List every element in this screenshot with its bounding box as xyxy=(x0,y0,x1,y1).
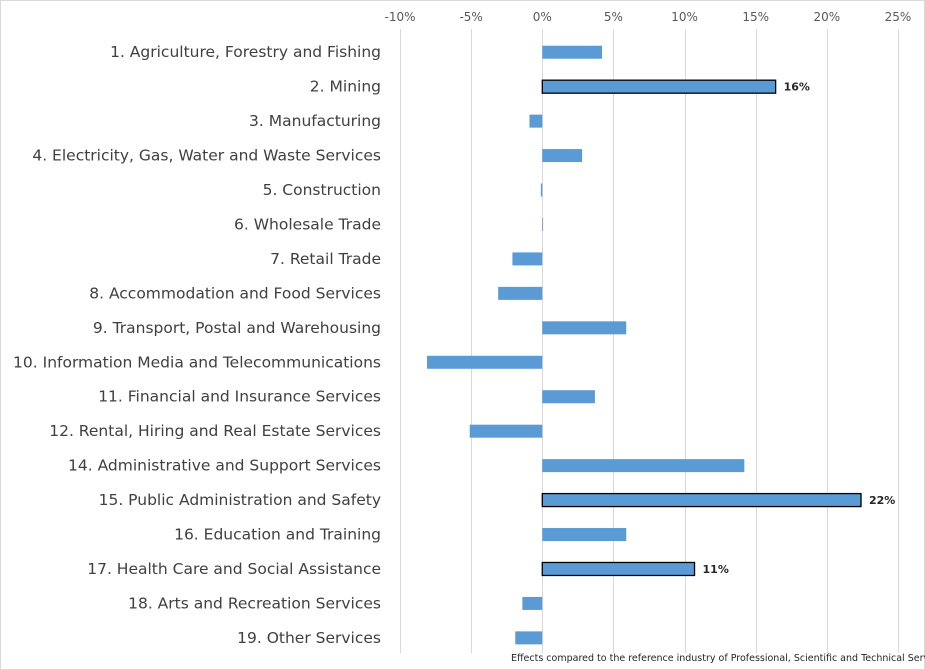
bar xyxy=(498,286,543,300)
category-label: 19. Other Services xyxy=(237,629,381,647)
bar xyxy=(522,596,543,610)
x-tick-label: -5% xyxy=(459,10,482,24)
bar xyxy=(542,321,627,335)
category-label: 15. Public Administration and Safety xyxy=(99,491,381,509)
bar xyxy=(427,355,543,369)
category-label: 12. Rental, Hiring and Real Estate Servi… xyxy=(49,422,381,440)
category-label: 10. Information Media and Telecommunicat… xyxy=(13,353,381,371)
chart-footnote: Effects compared to the reference indust… xyxy=(511,653,925,664)
x-axis-tick-labels: -10% -5% 0% 5% 10% 15% 20% 25% xyxy=(384,10,911,24)
gridlines xyxy=(400,29,899,653)
bar xyxy=(469,424,543,438)
category-label: 1. Agriculture, Forestry and Fishing xyxy=(110,43,381,61)
x-tick-label: 20% xyxy=(814,10,841,24)
category-labels: 1. Agriculture, Forestry and Fishing 2. M… xyxy=(13,43,381,647)
data-label: 16% xyxy=(784,81,810,94)
bar xyxy=(540,183,543,197)
bars xyxy=(427,45,862,645)
x-tick-label: 10% xyxy=(671,10,698,24)
category-label: 11. Financial and Insurance Services xyxy=(98,388,381,406)
bar xyxy=(542,217,544,231)
bar xyxy=(512,252,543,266)
category-label: 8. Accommodation and Food Services xyxy=(89,284,381,302)
bar xyxy=(542,528,627,542)
x-tick-label: 15% xyxy=(742,10,769,24)
x-tick-label: 25% xyxy=(885,10,912,24)
x-tick-label: 0% xyxy=(533,10,552,24)
category-label: 4. Electricity, Gas, Water and Waste Ser… xyxy=(32,147,381,165)
bar xyxy=(542,390,595,404)
category-label: 17. Health Care and Social Assistance xyxy=(87,560,381,578)
category-label: 3. Manufacturing xyxy=(249,112,381,130)
category-label: 5. Construction xyxy=(263,181,381,199)
bar xyxy=(515,631,543,645)
category-label: 6. Wholesale Trade xyxy=(234,215,381,233)
bar xyxy=(542,459,745,473)
category-label: 7. Retail Trade xyxy=(270,250,381,268)
x-tick-label: -10% xyxy=(384,10,415,24)
bar xyxy=(529,114,543,128)
category-label: 14. Administrative and Support Services xyxy=(68,457,381,475)
category-label: 2. Mining xyxy=(310,78,381,96)
category-label: 9. Transport, Postal and Warehousing xyxy=(93,319,381,337)
category-label: 18. Arts and Recreation Services xyxy=(128,594,381,612)
bar xyxy=(542,149,583,163)
data-label: 11% xyxy=(703,563,729,576)
bar xyxy=(541,561,696,577)
category-label: 16. Education and Training xyxy=(174,526,381,544)
data-labels: 16% 22% 11% xyxy=(703,81,896,576)
data-label: 22% xyxy=(869,494,895,507)
x-tick-label: 5% xyxy=(604,10,623,24)
bar xyxy=(541,492,862,508)
bar xyxy=(542,45,603,59)
bar xyxy=(541,79,777,94)
